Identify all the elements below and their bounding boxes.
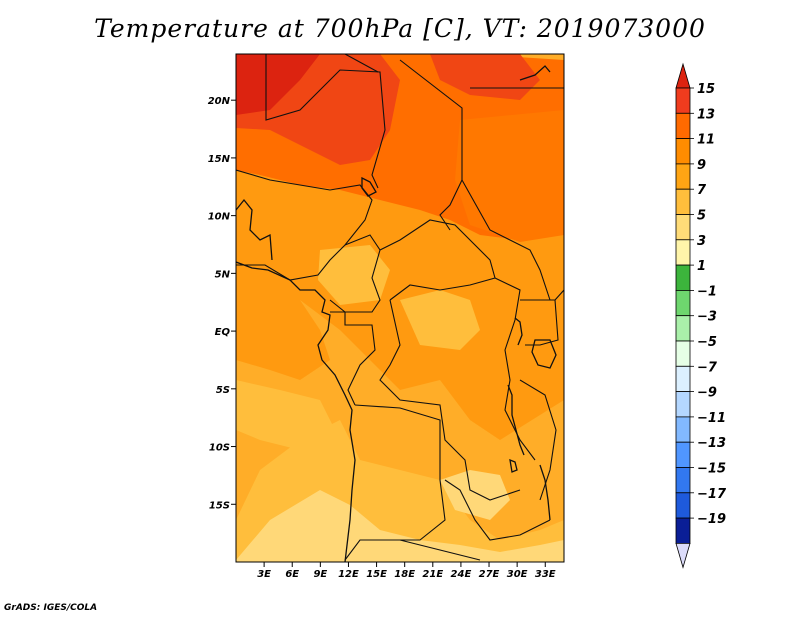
colorbar-swatch [675,492,691,519]
colorbar-label: −9 [697,386,717,401]
lake-victoria [531,339,557,369]
colorbar-bottom-arrow [675,543,691,569]
map-frame [235,53,565,563]
lon-tick-label: 12E [338,569,359,580]
region-9-11-west [236,300,330,380]
lat-tick-label: 15N [208,154,231,165]
lon-tick-label: 24E [451,569,472,580]
colorbar-swatch [675,112,691,140]
colorbar-swatch [675,289,691,317]
region-7-9-plateau [318,245,390,305]
lat-tick-label: 5S [216,385,230,396]
lat-tick-label: 20N [208,96,231,107]
colorbar-label: −7 [697,360,718,375]
region-7-9-west-coast [236,380,340,450]
lat-tick-label: 10S [209,443,230,454]
colorbar-label: 7 [697,183,707,198]
lake-malawi [539,464,551,521]
colorbar-swatch [675,239,691,266]
boundary-south-sudan [461,179,551,301]
lat-tick-label: EQ [215,327,231,338]
colorbar-swatch [675,163,691,190]
lake-chad [361,176,377,197]
lon-tick-label: 9E [313,569,327,580]
colorbar-label: 5 [697,209,706,224]
boundary-gabon-congo [330,311,376,406]
colorbar-label: −5 [697,335,717,350]
region-5-7-south [236,490,564,562]
colorbar-label: −19 [697,512,726,527]
colorbar-swatch [675,391,691,418]
coastlines [236,65,557,562]
lake-albert [514,317,523,346]
colorbar-swatch [675,315,691,342]
boundary-mali-niger [265,54,386,189]
boundary-tanzania [519,379,557,501]
colorbar-label: 1 [697,259,706,274]
lon-tick-label: 30E [507,569,528,580]
lon-tick-label: 33E [535,569,556,580]
colorbar-swatch [675,517,691,544]
temperature-field [236,54,564,562]
boundary-niger-chad [344,54,379,73]
region-7-9-patch [400,290,480,350]
colorbar-label: 13 [697,107,715,122]
lake-tanganyika [507,384,525,456]
colorbar-swatch [675,87,691,114]
colorbar-label: 15 [697,82,715,97]
colorbar-label: −3 [697,310,717,325]
colorbar-label: −15 [697,462,726,477]
colorbar-label: −1 [697,284,717,299]
colorbar-swatch [675,467,691,494]
colorbar-swatch [675,214,691,241]
footer-credit: GrADS: IGES/COLA [4,603,98,613]
colorbar-swatch [675,264,691,291]
colorbar-swatch [675,365,691,392]
boundary-chad-libya [399,59,463,231]
boundary-cameroon [329,234,381,313]
colorbar-label: −17 [697,487,727,502]
lat-tick-label: 15S [209,500,230,511]
colorbar-top-arrow [675,62,691,89]
boundary-zambia [444,479,551,541]
colorbar-label: 3 [697,234,706,249]
colorbar-swatch [675,441,691,468]
chart-title: Temperature at 700hPa [C], VT: 201907300… [94,14,706,43]
lon-tick-label: 6E [285,569,299,580]
boundary-kenya [554,289,564,301]
colorbar-swatch [675,416,691,443]
lon-tick-label: 3E [257,569,271,580]
boundary-namibia [360,539,481,561]
colorbar-swatch [675,138,691,165]
coastline-west-africa [236,261,356,562]
colorbar: 15 13 11 9 7 5 3 1 −1 −3 −5 −7 −9 −11 −13 −15 −17 −19 [675,62,727,569]
colorbar-label: 9 [697,158,706,173]
latitude-axis: 20N 15N 10N 5N EQ 5S 10S 15S [208,96,236,511]
lon-tick-label: 15E [366,569,387,580]
longitude-axis: 3E 6E 9E 12E 15E 18E 21E 24E 27E 30E 33E [257,562,556,580]
region-over-15 [236,54,320,115]
colorbar-label: −11 [697,411,726,426]
lat-tick-label: 10N [208,212,231,223]
boundary-drc [379,299,521,501]
colorbar-label: −13 [697,436,726,451]
lon-tick-label: 21E [422,569,443,580]
colorbar-label: 11 [697,133,715,148]
lat-tick-label: 5N [215,269,231,280]
region-11-13-east [455,110,564,242]
boundary-uganda [520,299,559,346]
colorbar-swatch [675,188,691,215]
lake-mweru [509,458,518,473]
coastline-benin-nigeria [236,198,273,261]
lon-tick-label: 27E [479,569,500,580]
coastline-red-sea [519,65,551,81]
lon-tick-label: 18E [394,569,415,580]
boundary-car [379,219,496,301]
region-5-7-patch [440,470,510,520]
colorbar-swatch [675,340,691,367]
